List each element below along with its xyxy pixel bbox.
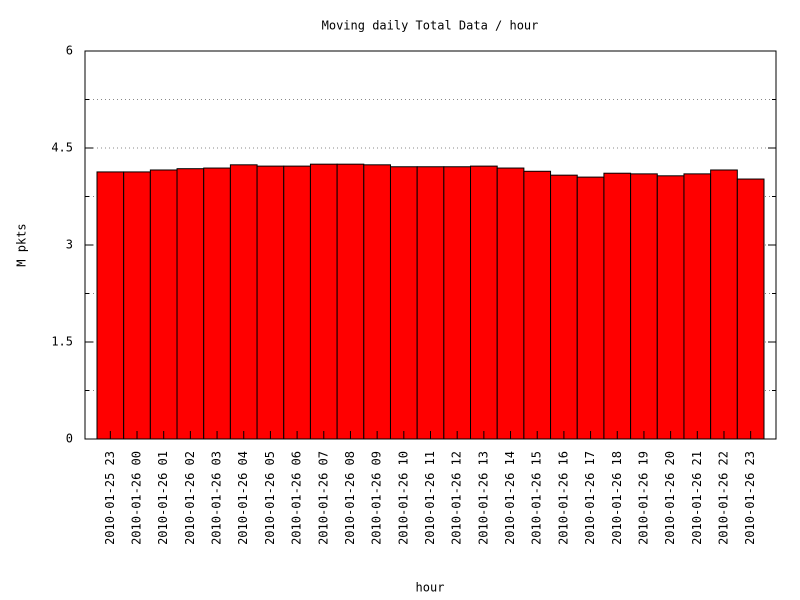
y-axis-label: M pkts <box>15 223 29 266</box>
bar <box>389 166 418 440</box>
chart-title: Moving daily Total Data / hour <box>322 19 539 33</box>
x-tick-label: 2010-01-26 02 <box>183 451 197 545</box>
x-tick-label: 2010-01-26 18 <box>610 451 624 545</box>
x-tick-label: 2010-01-26 17 <box>583 451 597 545</box>
bar <box>710 169 738 440</box>
bar <box>523 170 552 440</box>
bar <box>683 173 712 440</box>
bar <box>603 172 632 440</box>
y-tick-label: 6 <box>66 44 73 58</box>
bar <box>283 165 311 440</box>
y-tick-label: 1.5 <box>51 335 73 349</box>
bar <box>496 167 525 440</box>
bar <box>123 171 151 440</box>
x-tick-label: 2010-01-26 13 <box>476 451 490 545</box>
x-tick-label: 2010-01-26 16 <box>556 451 570 545</box>
x-tick-label: 2010-01-26 05 <box>263 451 277 545</box>
bar <box>309 163 338 440</box>
bar <box>576 176 605 440</box>
bar <box>630 173 658 440</box>
bar <box>736 178 765 440</box>
x-tick-label: 2010-01-26 04 <box>236 451 250 545</box>
x-tick-label: 2010-01-26 01 <box>156 451 170 545</box>
x-axis-label: hour <box>416 581 445 595</box>
bar <box>443 166 472 440</box>
x-tick-label: 2010-01-26 12 <box>450 451 464 545</box>
x-tick-label: 2010-01-26 03 <box>210 451 224 545</box>
bar <box>656 175 685 440</box>
x-tick-label: 2010-01-26 23 <box>743 451 757 545</box>
y-tick-label: 0 <box>66 432 73 446</box>
plot-frame <box>84 50 777 440</box>
bar <box>176 168 205 440</box>
y-tick-label: 3 <box>66 238 73 252</box>
x-tick-label: 2010-01-26 22 <box>716 451 730 545</box>
x-tick-label: 2010-01-25 23 <box>103 451 117 545</box>
x-tick-label: 2010-01-26 10 <box>396 451 410 545</box>
x-tick-label: 2010-01-26 09 <box>370 451 384 545</box>
x-tick-label: 2010-01-26 20 <box>663 451 677 545</box>
bar <box>336 163 365 440</box>
x-tick-label: 2010-01-26 14 <box>503 451 517 545</box>
bar <box>550 174 578 440</box>
bar <box>203 167 231 440</box>
bar <box>363 164 391 440</box>
x-tick-label: 2010-01-26 15 <box>530 451 544 545</box>
bar <box>470 165 498 440</box>
x-tick-label: 2010-01-26 19 <box>636 451 650 545</box>
bar <box>416 166 445 440</box>
x-tick-label: 2010-01-26 06 <box>290 451 304 545</box>
bar <box>96 171 125 440</box>
bar <box>229 164 258 440</box>
bar <box>256 165 285 440</box>
y-tick-label: 4.5 <box>51 141 73 155</box>
x-tick-label: 2010-01-26 08 <box>343 451 357 545</box>
x-tick-label: 2010-01-26 07 <box>316 451 330 545</box>
x-tick-label: 2010-01-26 00 <box>130 451 144 545</box>
bar <box>149 169 178 440</box>
x-tick-label: 2010-01-26 21 <box>690 451 704 545</box>
x-tick-label: 2010-01-26 11 <box>423 451 437 545</box>
